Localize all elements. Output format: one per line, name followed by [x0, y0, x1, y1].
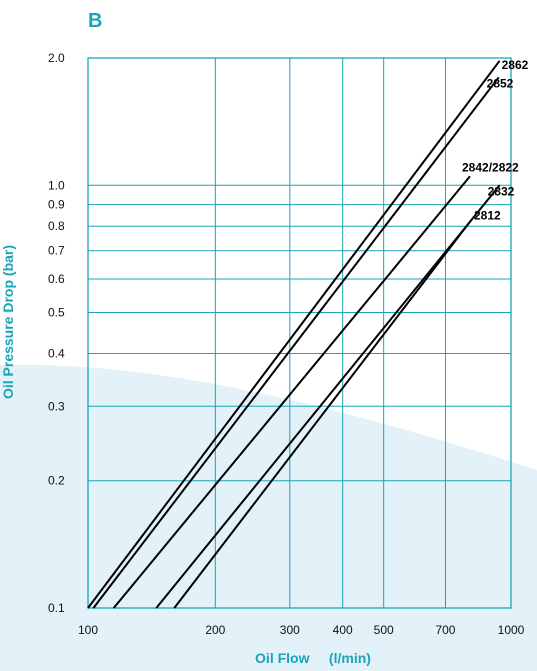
- series-line-2862: [87, 60, 501, 609]
- x-tick-label: 300: [280, 623, 300, 637]
- background-swoosh: [0, 364, 537, 671]
- y-tick-label: 0.2: [48, 474, 65, 488]
- x-tick-label: 1000: [498, 623, 525, 637]
- y-tick-label: 0.1: [48, 601, 65, 615]
- x-tick-label: 100: [78, 623, 98, 637]
- x-tick-label: 700: [435, 623, 455, 637]
- y-axis-tick-labels: 0.1 0.2 0.3 0.4 0.5 0.6 0.7 0.8 0.9 1.0 2.0: [48, 51, 65, 615]
- series-line-2812: [173, 221, 471, 609]
- y-tick-label: 2.0: [48, 51, 65, 65]
- series-label-2812: 2812: [474, 209, 501, 223]
- series-label-2842-2822: 2842/2822: [462, 160, 519, 174]
- x-axis-tick-labels: 100 200 300 400 500 700 1000: [78, 623, 525, 637]
- series-line-2852: [92, 76, 500, 609]
- series-label-2832: 2832: [488, 184, 515, 198]
- y-tick-label: 0.4: [48, 346, 65, 360]
- x-tick-label: 200: [205, 623, 225, 637]
- y-tick-label: 0.7: [48, 244, 65, 258]
- y-tick-label: 0.5: [48, 306, 65, 320]
- y-tick-label: 1.0: [48, 178, 65, 192]
- series-line-2832: [155, 184, 501, 609]
- series-line-2842-2822: [112, 175, 471, 609]
- x-axis-title: Oil Flow (l/min): [255, 650, 371, 666]
- x-tick-label: 400: [333, 623, 353, 637]
- panel-label: B: [88, 10, 102, 32]
- y-tick-label: 0.9: [48, 198, 65, 212]
- series-label-2852: 2852: [487, 76, 514, 90]
- plot-frame: [87, 57, 512, 609]
- y-axis-title: Oil Pressure Drop (bar): [0, 245, 16, 399]
- x-tick-label: 500: [374, 623, 394, 637]
- series-label-2862: 2862: [502, 58, 529, 72]
- y-tick-label: 0.3: [48, 399, 65, 413]
- y-tick-label: 0.8: [48, 219, 65, 233]
- data-series: 2862 2852 2842/2822 2832 2812: [87, 58, 529, 609]
- y-tick-label: 0.6: [48, 272, 65, 286]
